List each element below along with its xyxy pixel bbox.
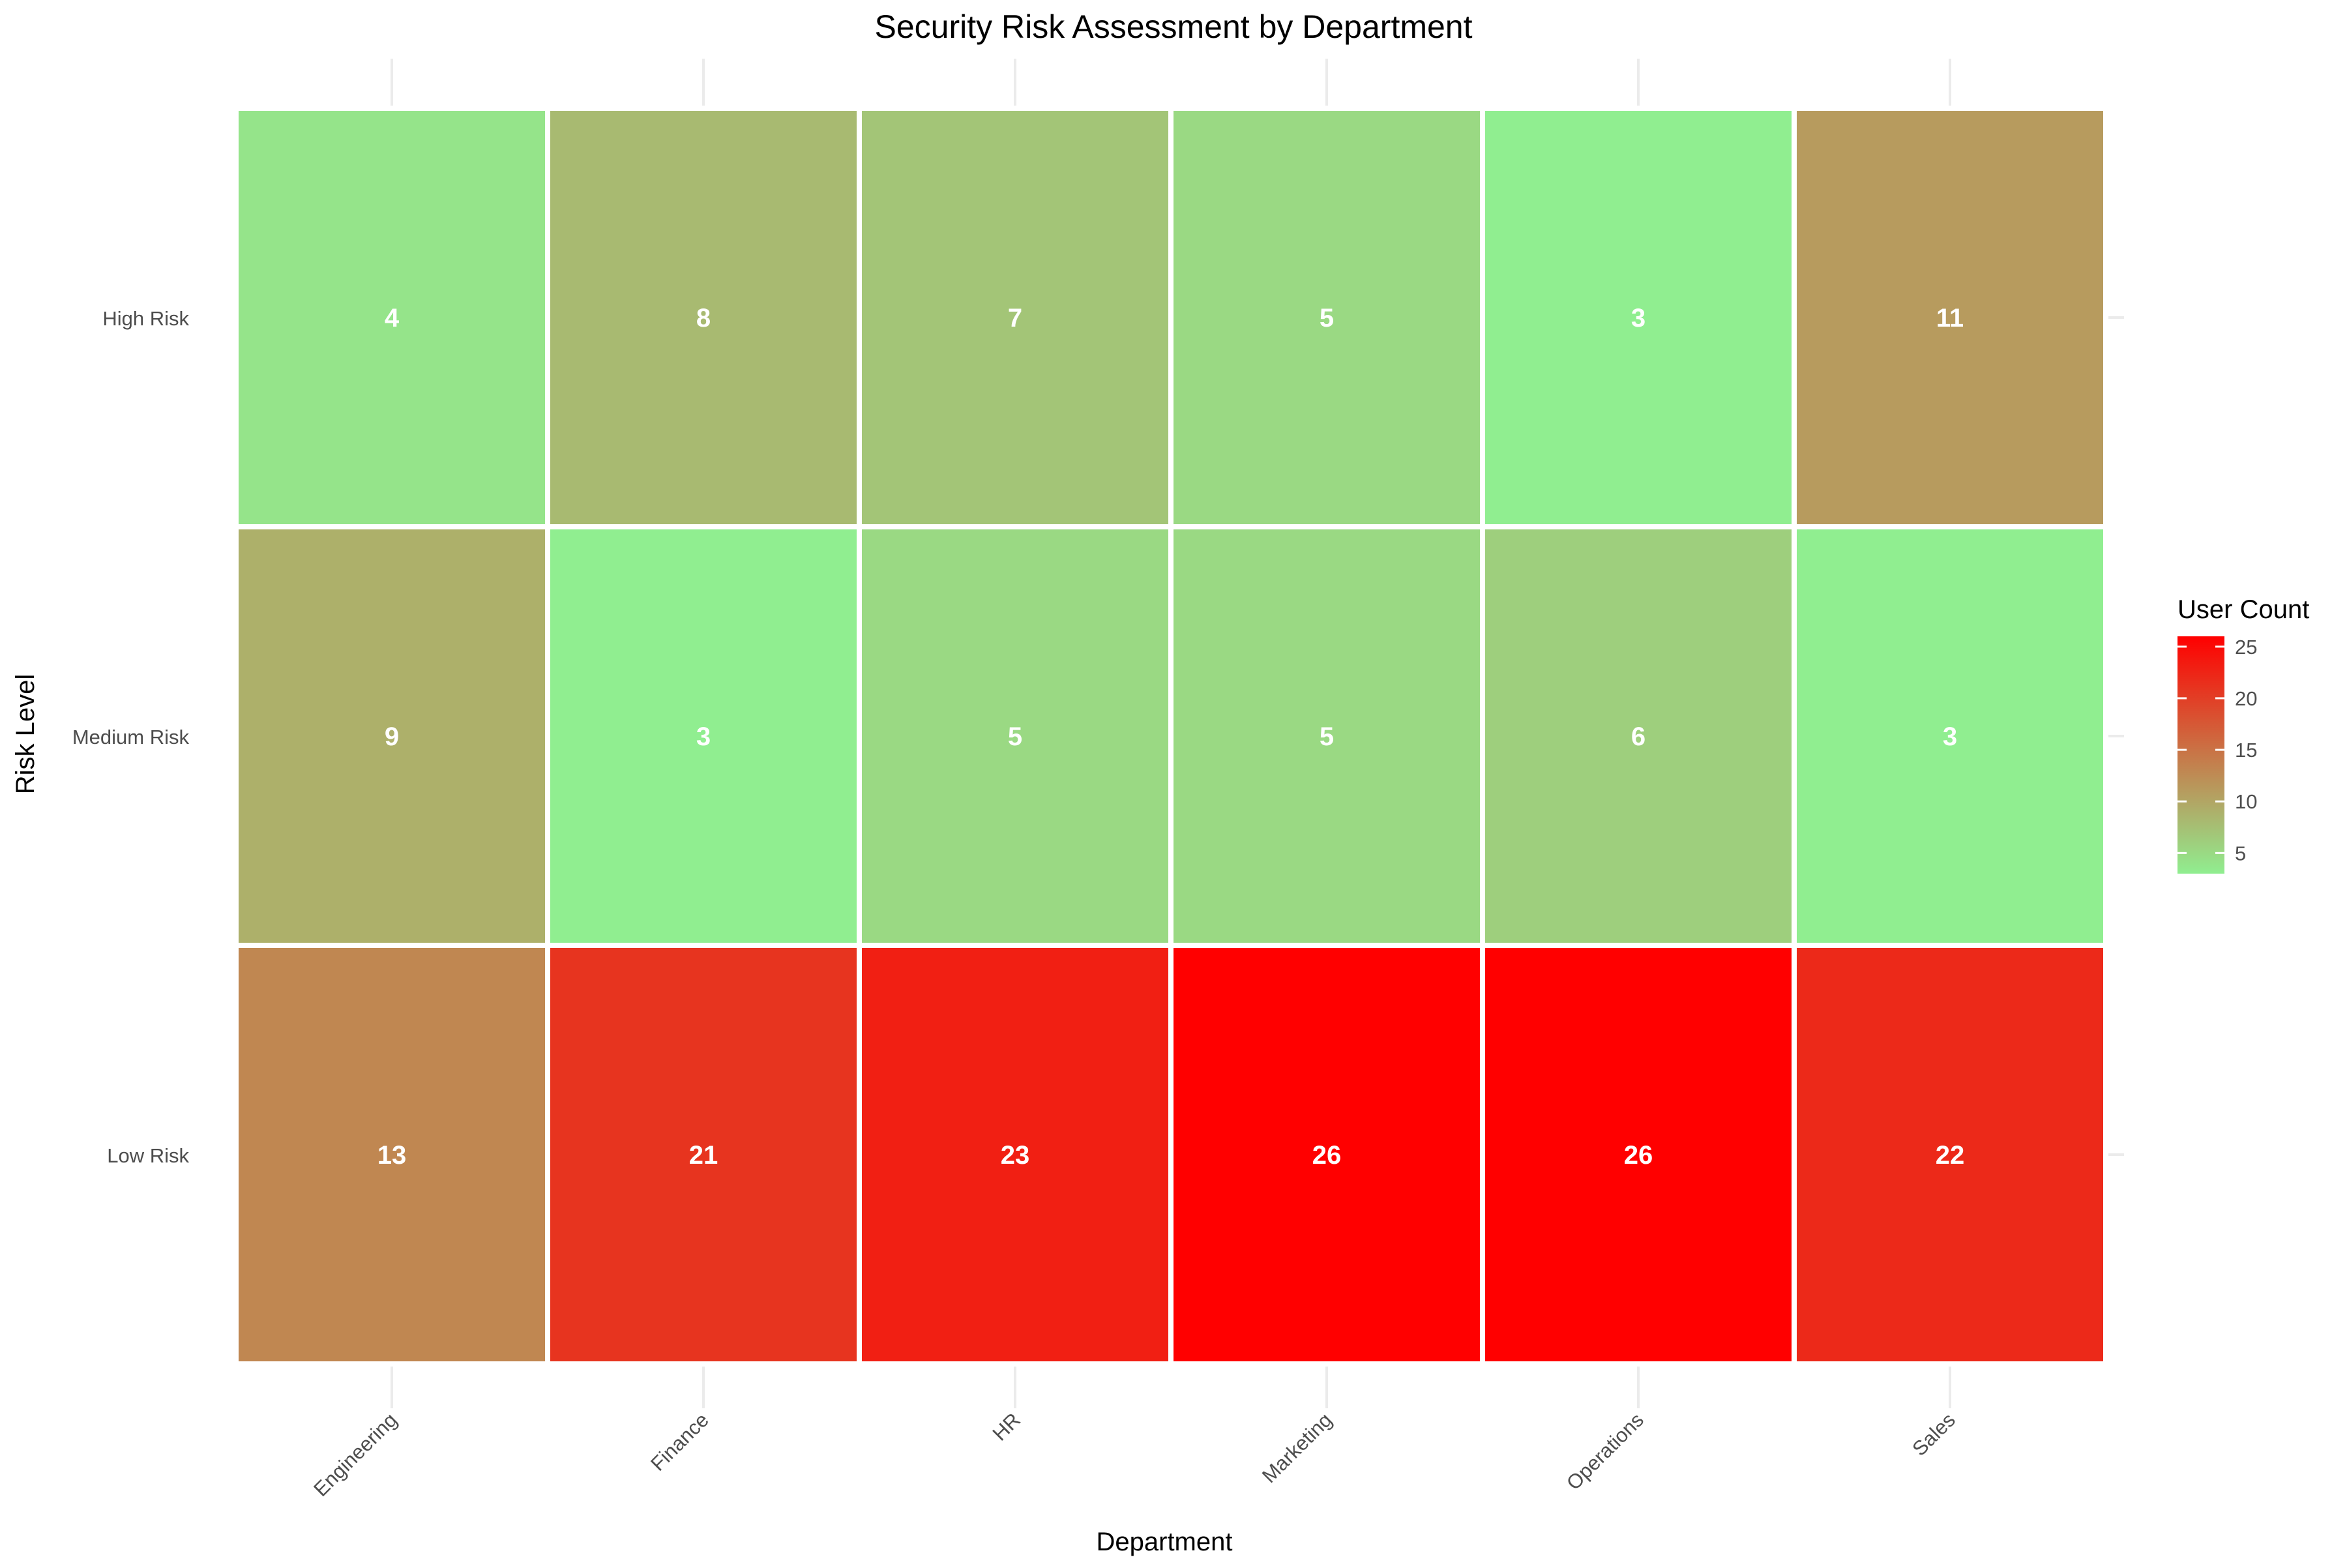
cell-value-label: 3 [1631,304,1646,333]
x-tick-label: Operations [1562,1408,1648,1494]
cell-value-label: 5 [1320,304,1334,333]
cell-value-label: 8 [696,304,711,333]
cell-value-label: 5 [1320,722,1334,751]
cell-value-label: 6 [1631,722,1646,751]
y-tick-label: Medium Risk [72,726,190,748]
cell-value-label: 9 [385,722,399,751]
heatmap-cell [233,524,550,948]
y-axis-ticks: High Risk Medium Risk Low Risk [72,307,190,1167]
legend-title: User Count [2177,595,2309,624]
heatmap-cell [857,524,1174,948]
color-legend: 5 10 15 20 25 [2177,636,2257,874]
cell-value-label: 11 [1936,304,1964,333]
cell-value-labels: 4 8 7 5 3 11 9 3 5 5 6 3 13 21 23 26 26 22 [377,304,1965,1170]
heatmap-cell [545,943,862,1367]
x-axis-ticks: Engineering Finance HR Marketing Operations S… [309,1408,1960,1501]
y-axis-label: Risk Level [11,674,40,795]
heatmap-cell [857,943,1174,1367]
cell-value-label: 22 [1936,1141,1965,1170]
heatmap-cell [1480,524,1797,948]
heatmap-cell [1792,943,2108,1367]
heatmap-cell [545,524,862,948]
heatmap-cell [1792,106,2108,529]
heatmap-cell [1168,943,1485,1367]
heatmap-cell [1792,524,2108,948]
cell-value-label: 21 [689,1141,718,1170]
legend-colorbar [2177,636,2224,874]
legend-tick-label: 5 [2235,842,2246,865]
cell-value-label: 3 [696,722,711,751]
x-tick-label: Engineering [309,1408,402,1501]
heatmap-cell [1168,524,1485,948]
y-tick-label: High Risk [102,307,189,330]
heatmap-tiles [233,106,2108,1367]
legend-tick-label: 25 [2235,636,2257,658]
legend-tick-label: 15 [2235,739,2257,762]
heatmap-cell [233,943,550,1367]
cell-value-label: 3 [1943,722,1957,751]
x-axis-label: Department [1097,1528,1233,1556]
x-tick-label: Finance [646,1408,713,1475]
cell-value-label: 7 [1008,304,1022,333]
cell-value-label: 4 [385,304,400,333]
x-tick-label: Sales [1908,1408,1960,1460]
cell-value-label: 23 [1001,1141,1030,1170]
heatmap-cell [1480,943,1797,1367]
cell-value-label: 13 [377,1141,407,1170]
y-tick-label: Low Risk [107,1144,189,1167]
x-tick-label: HR [988,1408,1025,1445]
x-tick-label: Marketing [1258,1408,1336,1487]
cell-value-label: 5 [1008,722,1022,751]
cell-value-label: 26 [1312,1141,1342,1170]
chart-title: Security Risk Assessment by Department [875,8,1473,45]
legend-tick-label: 20 [2235,687,2257,710]
legend-tick-label: 10 [2235,790,2257,813]
cell-value-label: 26 [1624,1141,1653,1170]
